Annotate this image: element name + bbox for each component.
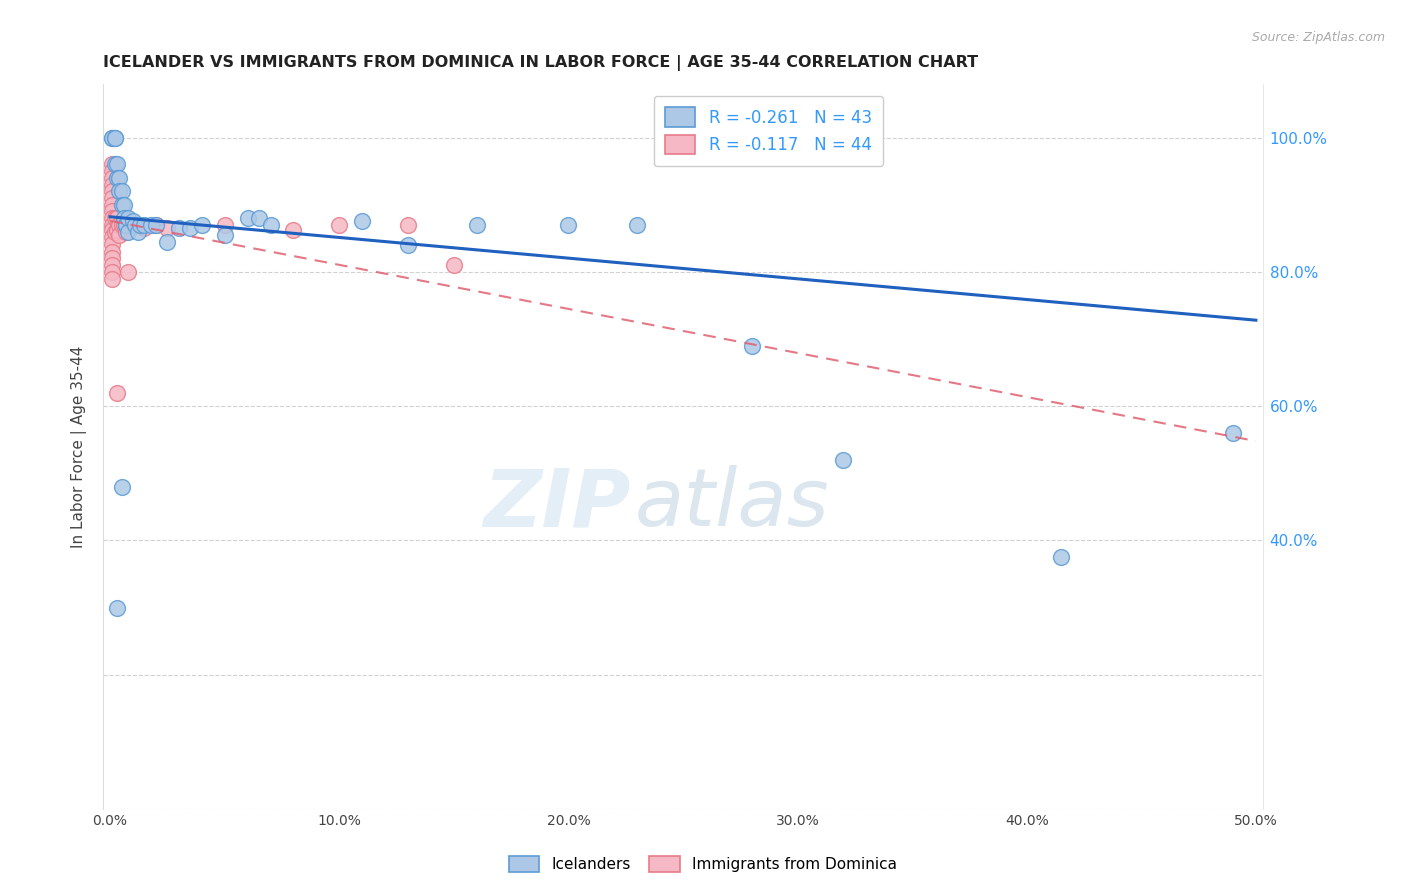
Text: ICELANDER VS IMMIGRANTS FROM DOMINICA IN LABOR FORCE | AGE 35-44 CORRELATION CHA: ICELANDER VS IMMIGRANTS FROM DOMINICA IN…	[103, 55, 979, 71]
Point	[101, 252, 124, 266]
Point	[105, 600, 128, 615]
Point	[101, 178, 124, 192]
Point	[101, 236, 124, 251]
Point	[115, 225, 138, 239]
Point	[104, 130, 127, 145]
Point	[101, 157, 124, 171]
Point	[626, 218, 648, 232]
Point	[110, 218, 132, 232]
Point	[122, 218, 145, 232]
Point	[101, 204, 124, 219]
Point	[236, 211, 259, 226]
Point	[105, 223, 128, 237]
Point	[101, 130, 124, 145]
Point	[134, 218, 156, 232]
Point	[352, 214, 374, 228]
Point	[104, 225, 127, 239]
Text: ZIP: ZIP	[484, 466, 631, 543]
Point	[115, 218, 138, 232]
Point	[156, 235, 179, 249]
Point	[101, 258, 124, 272]
Point	[122, 214, 145, 228]
Point	[101, 184, 124, 198]
Point	[101, 271, 124, 285]
Point	[108, 184, 131, 198]
Point	[105, 385, 128, 400]
Point	[214, 218, 236, 232]
Point	[128, 218, 150, 232]
Point	[741, 339, 763, 353]
Legend: Icelanders, Immigrants from Dominica: Icelanders, Immigrants from Dominica	[501, 848, 905, 880]
Point	[101, 218, 124, 232]
Y-axis label: In Labor Force | Age 35-44: In Labor Force | Age 35-44	[72, 345, 87, 548]
Point	[108, 170, 131, 185]
Point	[101, 244, 124, 259]
Point	[101, 191, 124, 205]
Point	[101, 211, 124, 226]
Point	[443, 258, 465, 272]
Point	[101, 223, 124, 237]
Point	[247, 211, 270, 226]
Point	[101, 130, 124, 145]
Point	[117, 218, 139, 232]
Point	[145, 218, 167, 232]
Point	[101, 197, 124, 211]
Point	[112, 218, 135, 232]
Point	[117, 225, 139, 239]
Point	[110, 480, 132, 494]
Point	[283, 223, 305, 237]
Point	[396, 218, 419, 232]
Point	[190, 218, 212, 232]
Point	[104, 130, 127, 145]
Point	[104, 157, 127, 171]
Point	[396, 238, 419, 252]
Point	[1222, 425, 1244, 440]
Point	[110, 197, 132, 211]
Text: Source: ZipAtlas.com: Source: ZipAtlas.com	[1251, 31, 1385, 45]
Point	[104, 211, 127, 226]
Point	[108, 218, 131, 232]
Point	[101, 164, 124, 178]
Point	[117, 265, 139, 279]
Legend: R = -0.261   N = 43, R = -0.117   N = 44: R = -0.261 N = 43, R = -0.117 N = 44	[654, 95, 883, 166]
Point	[112, 197, 135, 211]
Text: atlas: atlas	[634, 466, 830, 543]
Point	[832, 453, 855, 467]
Point	[1050, 550, 1073, 565]
Point	[179, 221, 201, 235]
Point	[557, 218, 579, 232]
Point	[127, 225, 149, 239]
Point	[465, 218, 488, 232]
Point	[105, 211, 128, 226]
Point	[145, 218, 167, 232]
Point	[259, 218, 281, 232]
Point	[101, 230, 124, 244]
Point	[105, 170, 128, 185]
Point	[101, 170, 124, 185]
Point	[328, 218, 350, 232]
Point	[110, 184, 132, 198]
Point	[124, 218, 146, 232]
Point	[167, 221, 190, 235]
Point	[115, 218, 138, 232]
Point	[105, 157, 128, 171]
Point	[108, 227, 131, 242]
Point	[112, 211, 135, 226]
Point	[141, 218, 163, 232]
Point	[134, 221, 156, 235]
Point	[156, 221, 179, 235]
Point	[101, 265, 124, 279]
Point	[117, 211, 139, 226]
Point	[214, 227, 236, 242]
